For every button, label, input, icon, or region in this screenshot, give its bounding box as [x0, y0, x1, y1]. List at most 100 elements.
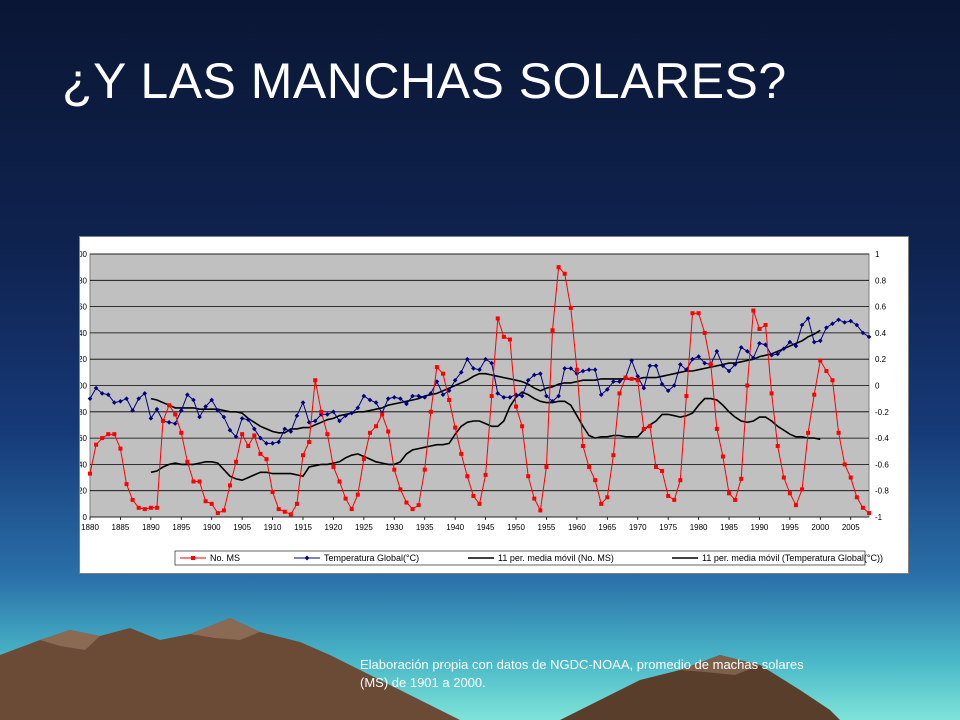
sunspot-point — [404, 500, 409, 505]
legend-label: No. MS — [210, 553, 240, 563]
x-tick-label: 1965 — [598, 523, 616, 532]
sunspot-point — [234, 459, 239, 464]
x-tick-label: 1925 — [355, 523, 373, 532]
sunspot-point — [465, 474, 470, 479]
temperature-point — [87, 396, 93, 401]
temperature-point — [665, 388, 671, 394]
sunspot-point — [477, 501, 482, 506]
sunspot-point — [179, 430, 184, 435]
sunspot-point — [532, 496, 537, 501]
temperature-point — [586, 367, 592, 373]
x-tick-label: 1900 — [203, 523, 221, 532]
temperature-point — [99, 391, 105, 396]
sunspot-point — [830, 378, 835, 383]
temperature-point — [471, 366, 476, 371]
y-right-tick-label: -0.4 — [875, 434, 889, 443]
temperature-point — [799, 322, 805, 328]
temperature-point — [617, 379, 622, 384]
sunspot-point — [733, 497, 738, 502]
sunspot-point — [428, 409, 433, 414]
sunspot-point — [763, 323, 768, 328]
temperature-point — [227, 427, 233, 433]
temperature-point — [191, 397, 196, 403]
sunspot-point — [544, 465, 549, 470]
temperature-point — [398, 396, 403, 401]
sunspot-point — [702, 330, 707, 335]
sunspot-point — [270, 490, 275, 495]
legend-marker-diamond — [304, 555, 310, 561]
sunspot-point — [124, 482, 129, 487]
sunspot-point — [793, 503, 798, 508]
temperature-point — [605, 387, 610, 392]
temperature-point — [288, 429, 294, 434]
sunspot-point — [562, 271, 567, 276]
x-tick-label: 1940 — [446, 523, 464, 532]
sunspot-point — [635, 378, 640, 383]
sunspot-point — [599, 501, 604, 506]
sunspot-point — [398, 487, 403, 492]
x-tick-label: 2005 — [842, 523, 860, 532]
temperature-point — [848, 318, 854, 324]
x-tick-label: 1905 — [233, 523, 251, 532]
sunspot-point — [739, 476, 744, 481]
sunspot-point — [842, 462, 847, 467]
temperature-point — [544, 393, 549, 399]
y-right-tick-label: -0.6 — [875, 460, 889, 469]
temperature-point — [154, 406, 160, 412]
sunspot-point — [374, 424, 379, 429]
temperature-point — [860, 330, 866, 336]
sunspot-point — [666, 493, 671, 498]
temperature-point — [270, 441, 275, 446]
x-tick-label: 1995 — [781, 523, 799, 532]
temperature-point — [757, 341, 762, 346]
temperature-point — [385, 396, 391, 401]
sunspot-point — [860, 505, 865, 510]
sunspot-point — [343, 496, 348, 501]
temperature-point — [738, 345, 744, 350]
caption-line-1: Elaboración propia con datos de NGDC-NOA… — [360, 657, 804, 672]
y-right-tick-label: 1 — [875, 250, 880, 259]
sunspot-point — [605, 495, 610, 500]
sunspot-point — [258, 451, 263, 456]
temperature-point — [611, 379, 616, 384]
temperature-point — [245, 417, 251, 422]
temperature-point — [519, 393, 525, 399]
temperature-point — [118, 398, 123, 404]
temperature-point — [836, 317, 841, 323]
temperature-point — [367, 397, 373, 403]
sunspot-point — [690, 311, 695, 316]
sunspot-point — [307, 440, 312, 445]
sunspot-point — [264, 457, 269, 462]
sunspot-point — [185, 459, 190, 464]
y-left-tick-label: 140 — [80, 329, 88, 338]
x-tick-label: 1950 — [507, 523, 525, 532]
temperature-point — [264, 441, 269, 446]
sunspot-point — [696, 311, 701, 316]
sunspot-point — [453, 425, 458, 430]
temperature-point — [258, 435, 263, 441]
sunspot-point — [824, 369, 829, 374]
sunspot-point — [769, 391, 774, 396]
sunspot-point — [459, 451, 464, 456]
temperature-point — [422, 395, 428, 400]
chart-container: 0 20 40 60 80 100 120 140 160 180 200 -1 -0.8 -0.6 -0.… — [79, 236, 909, 574]
temperature-point — [556, 393, 561, 399]
sunspot-point — [197, 479, 202, 484]
sunspot-point — [781, 475, 786, 480]
sunspot-point — [94, 442, 99, 447]
sunspot-point — [301, 453, 306, 458]
sunspot-point — [331, 465, 336, 470]
sunspot-point — [294, 501, 299, 506]
sunspot-point — [112, 432, 117, 437]
sunspot-point — [727, 491, 732, 496]
temperature-point — [185, 392, 190, 398]
temperature-point — [306, 420, 312, 425]
sunspot-point — [288, 512, 293, 517]
temperature-point — [726, 368, 732, 374]
sunspot-point — [812, 392, 817, 397]
temperature-point — [276, 439, 281, 445]
legend-marker-square — [191, 556, 195, 560]
temperature-point — [702, 360, 707, 366]
temperature-point — [580, 368, 586, 374]
temperature-point — [550, 398, 555, 404]
